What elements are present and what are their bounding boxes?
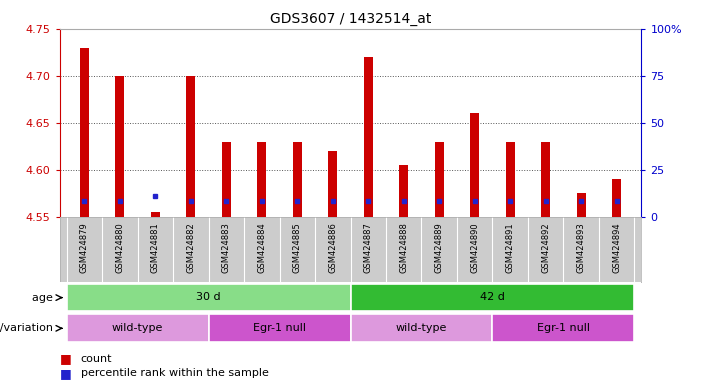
Text: GSM424888: GSM424888 — [399, 222, 408, 273]
Bar — [400, 165, 408, 217]
Text: GDS3607 / 1432514_at: GDS3607 / 1432514_at — [270, 12, 431, 25]
Text: GSM424886: GSM424886 — [328, 222, 337, 273]
Text: 42 d: 42 d — [480, 292, 505, 302]
Text: wild-type: wild-type — [396, 323, 447, 333]
Text: ■: ■ — [60, 353, 75, 366]
Bar — [293, 142, 301, 217]
Bar — [186, 76, 196, 217]
Text: GSM424893: GSM424893 — [577, 222, 585, 273]
Text: GSM424892: GSM424892 — [541, 222, 550, 273]
Text: GSM424884: GSM424884 — [257, 222, 266, 273]
Text: GSM424880: GSM424880 — [116, 222, 124, 273]
Text: Egr-1 null: Egr-1 null — [253, 323, 306, 333]
Bar — [350, 314, 492, 342]
Text: Egr-1 null: Egr-1 null — [537, 323, 590, 333]
Text: 30 d: 30 d — [196, 292, 221, 302]
Bar — [492, 314, 634, 342]
Text: percentile rank within the sample: percentile rank within the sample — [81, 368, 268, 378]
Text: GSM424894: GSM424894 — [612, 222, 621, 273]
Bar — [257, 142, 266, 217]
Bar — [577, 194, 585, 217]
Text: GSM424882: GSM424882 — [186, 222, 196, 273]
Text: GSM424890: GSM424890 — [470, 222, 479, 273]
Bar — [80, 48, 89, 217]
Text: GSM424885: GSM424885 — [293, 222, 302, 273]
Text: wild-type: wild-type — [112, 323, 163, 333]
Text: GSM424887: GSM424887 — [364, 222, 373, 273]
Text: GSM424891: GSM424891 — [505, 222, 515, 273]
Bar — [470, 113, 479, 217]
Text: genotype/variation: genotype/variation — [0, 323, 56, 333]
Text: age: age — [32, 293, 56, 303]
Bar — [151, 212, 160, 217]
Text: GSM424889: GSM424889 — [435, 222, 444, 273]
Bar — [328, 151, 337, 217]
Bar — [505, 142, 515, 217]
Bar — [350, 284, 634, 311]
Text: ■: ■ — [60, 367, 75, 380]
Bar — [222, 142, 231, 217]
Bar — [67, 284, 350, 311]
Bar — [209, 314, 350, 342]
Bar — [116, 76, 124, 217]
Text: GSM424881: GSM424881 — [151, 222, 160, 273]
Bar — [541, 142, 550, 217]
Text: GSM424883: GSM424883 — [222, 222, 231, 273]
Bar — [67, 314, 209, 342]
Text: count: count — [81, 354, 112, 364]
Text: GSM424879: GSM424879 — [80, 222, 89, 273]
Bar — [364, 57, 373, 217]
Bar — [612, 179, 621, 217]
Bar — [435, 142, 444, 217]
